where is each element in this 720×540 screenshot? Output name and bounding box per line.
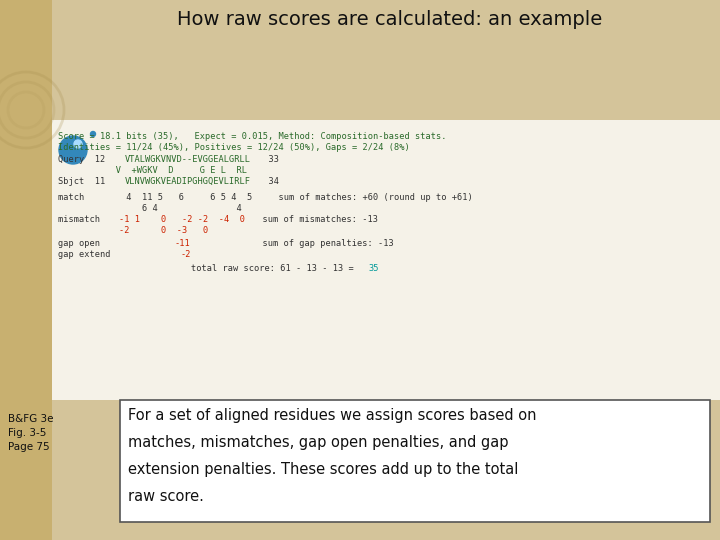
Text: 35: 35	[369, 264, 379, 273]
Text: gap open: gap open	[58, 239, 100, 248]
Text: How raw scores are calculated: an example: How raw scores are calculated: an exampl…	[177, 10, 603, 29]
Text: extension penalties. These scores add up to the total: extension penalties. These scores add up…	[128, 462, 518, 477]
Text: V  +WGKV  D     G E L  RL: V +WGKV D G E L RL	[58, 166, 247, 175]
Text: -2      0  -3   0: -2 0 -3 0	[119, 226, 208, 235]
Text: gap extend: gap extend	[58, 250, 110, 259]
Text: 34: 34	[258, 177, 279, 186]
Text: -1 1    0   -2 -2  -4  0: -1 1 0 -2 -2 -4 0	[119, 215, 245, 224]
Circle shape	[91, 132, 96, 137]
Text: sum of gap penalties: -13: sum of gap penalties: -13	[252, 239, 394, 248]
Text: 33: 33	[258, 155, 279, 164]
Text: Sbjct  11: Sbjct 11	[58, 177, 121, 186]
Text: mismatch: mismatch	[58, 215, 116, 224]
Text: VLNVWGKVEADIPGHGQEVLIRLF: VLNVWGKVEADIPGHGQEVLIRLF	[125, 177, 251, 186]
Bar	[0, 0, 52, 540]
Bar	[52, 120, 720, 400]
Text: match        4  11 5   6     6 5 4  5     sum of matches: +60 (round up to +61): match 4 11 5 6 6 5 4 5 sum of matches: +…	[58, 193, 473, 202]
Circle shape	[74, 140, 82, 148]
Text: matches, mismatches, gap open penalties, and gap: matches, mismatches, gap open penalties,…	[128, 435, 508, 450]
Text: For a set of aligned residues we assign scores based on: For a set of aligned residues we assign …	[128, 408, 536, 423]
FancyBboxPatch shape	[120, 400, 710, 522]
Text: sum of mismatches: -13: sum of mismatches: -13	[252, 215, 378, 224]
Circle shape	[59, 136, 87, 164]
Text: raw score.: raw score.	[128, 489, 204, 504]
Text: Fig. 3-5: Fig. 3-5	[8, 428, 46, 438]
Text: Page 75: Page 75	[8, 442, 50, 452]
Text: Identities = 11/24 (45%), Positives = 12/24 (50%), Gaps = 2/24 (8%): Identities = 11/24 (45%), Positives = 12…	[58, 143, 410, 152]
Text: -2: -2	[180, 250, 191, 259]
Text: 6 4               4: 6 4 4	[58, 204, 242, 213]
Text: Score = 18.1 bits (35),   Expect = 0.015, Method: Composition-based stats.: Score = 18.1 bits (35), Expect = 0.015, …	[58, 132, 446, 141]
Text: -11: -11	[174, 239, 190, 248]
Text: B&FG 3e: B&FG 3e	[8, 414, 53, 424]
Text: VTALWGKVNVD--EVGGEALGRLL: VTALWGKVNVD--EVGGEALGRLL	[125, 155, 251, 164]
Text: total raw score: 61 - 13 - 13 =: total raw score: 61 - 13 - 13 =	[192, 264, 359, 273]
Text: Query  12: Query 12	[58, 155, 121, 164]
